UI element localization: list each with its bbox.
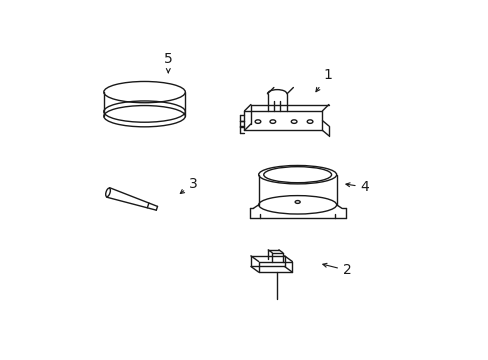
Text: 1: 1 — [315, 68, 331, 92]
Text: 4: 4 — [345, 180, 368, 194]
Text: 3: 3 — [180, 176, 197, 193]
Text: 2: 2 — [322, 263, 351, 278]
Text: 5: 5 — [163, 53, 172, 73]
